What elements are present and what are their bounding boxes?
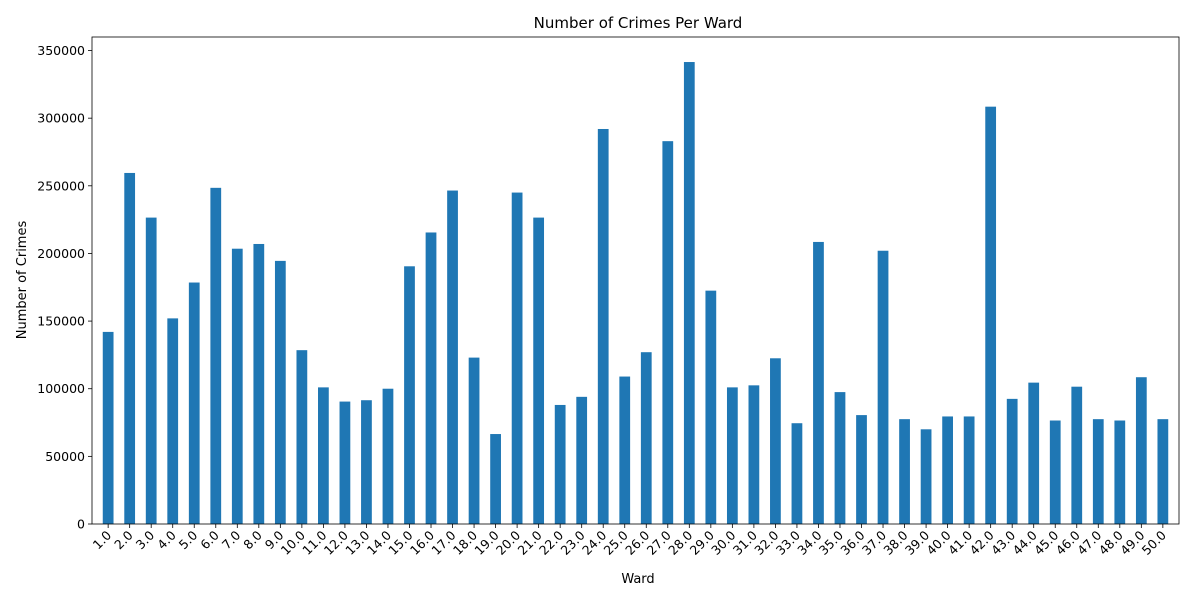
- x-tick-label: 8.0: [240, 527, 265, 552]
- x-tick-label: 1.0: [90, 527, 115, 552]
- y-axis-title: Number of Crimes: [15, 221, 30, 340]
- bar-ward-32.0: [770, 358, 781, 524]
- bar-ward-40.0: [942, 416, 953, 524]
- bar-ward-49.0: [1135, 377, 1147, 524]
- y-tick-label: 250000: [37, 178, 85, 193]
- bars-group: [102, 62, 1169, 525]
- bar-ward-20.0: [511, 192, 523, 524]
- bar-ward-6.0: [210, 187, 222, 524]
- x-axis: 1.02.03.04.05.06.07.08.09.010.011.012.01…: [90, 524, 1169, 558]
- bar-ward-3.0: [145, 217, 157, 525]
- bar-ward-35.0: [834, 392, 846, 524]
- bar-ward-31.0: [748, 385, 760, 524]
- bar-ward-47.0: [1092, 419, 1104, 524]
- plot-frame: [91, 36, 1180, 525]
- bar-ward-23.0: [576, 396, 588, 524]
- chart-title: Number of Crimes Per Ward: [534, 14, 743, 32]
- bar-ward-19.0: [490, 434, 501, 524]
- bar-ward-41.0: [963, 416, 975, 524]
- bar-ward-28.0: [683, 62, 695, 524]
- bar-ward-4.0: [167, 318, 179, 524]
- y-tick-label: 0: [77, 517, 85, 532]
- bar-ward-42.0: [985, 106, 997, 524]
- y-tick-label: 300000: [37, 111, 85, 126]
- y-tick-label: 100000: [37, 381, 85, 396]
- bar-ward-36.0: [856, 415, 867, 524]
- bar-ward-9.0: [274, 260, 286, 524]
- x-tick-label: 7.0: [219, 527, 244, 552]
- bar-ward-48.0: [1114, 420, 1126, 524]
- bar-ward-46.0: [1071, 386, 1083, 524]
- bar-ward-2.0: [124, 172, 136, 524]
- bar-ward-21.0: [533, 217, 545, 525]
- y-tick-label: 50000: [45, 449, 85, 464]
- bar-ward-1.0: [102, 331, 114, 524]
- bar-ward-16.0: [425, 232, 437, 525]
- bar-ward-34.0: [813, 241, 824, 524]
- bar-ward-27.0: [662, 141, 674, 525]
- x-tick-label: 6.0: [197, 527, 222, 552]
- bar-ward-5.0: [188, 282, 200, 524]
- bar-ward-22.0: [554, 404, 566, 524]
- x-tick-label: 3.0: [133, 527, 158, 552]
- bar-ward-12.0: [339, 401, 351, 524]
- bar-ward-38.0: [899, 419, 910, 524]
- bar-ward-50.0: [1157, 419, 1169, 524]
- bar-ward-25.0: [619, 376, 631, 524]
- bar-ward-8.0: [253, 243, 265, 524]
- bar-ward-39.0: [920, 429, 932, 524]
- bar-ward-43.0: [1006, 398, 1018, 524]
- y-tick-label: 150000: [37, 314, 85, 329]
- bar-ward-26.0: [640, 352, 652, 524]
- bar-ward-24.0: [597, 128, 609, 524]
- x-tick-label: 5.0: [176, 527, 201, 552]
- bar-ward-17.0: [447, 190, 458, 524]
- bar-ward-14.0: [382, 388, 394, 524]
- y-tick-label: 200000: [37, 246, 85, 261]
- bar-ward-11.0: [318, 387, 329, 524]
- bar-ward-45.0: [1049, 420, 1061, 524]
- bar-ward-18.0: [468, 357, 480, 524]
- bar-ward-7.0: [231, 248, 243, 524]
- bar-ward-44.0: [1028, 382, 1040, 524]
- x-tick-label: 50.0: [1139, 527, 1169, 557]
- bar-ward-33.0: [791, 423, 803, 524]
- bar-ward-37.0: [877, 250, 889, 524]
- y-axis: 0 50000 100000 150000 200000 250000 300000 3500…: [37, 43, 92, 532]
- x-axis-title: Ward: [621, 572, 654, 587]
- bar-ward-10.0: [296, 350, 308, 524]
- bar-ward-29.0: [705, 290, 717, 524]
- bar-ward-15.0: [404, 266, 415, 524]
- x-tick-label: 2.0: [111, 527, 136, 552]
- x-tick-label: 4.0: [154, 527, 179, 552]
- bar-ward-30.0: [726, 387, 738, 524]
- bar-ward-13.0: [361, 400, 372, 524]
- y-tick-label: 350000: [37, 43, 85, 58]
